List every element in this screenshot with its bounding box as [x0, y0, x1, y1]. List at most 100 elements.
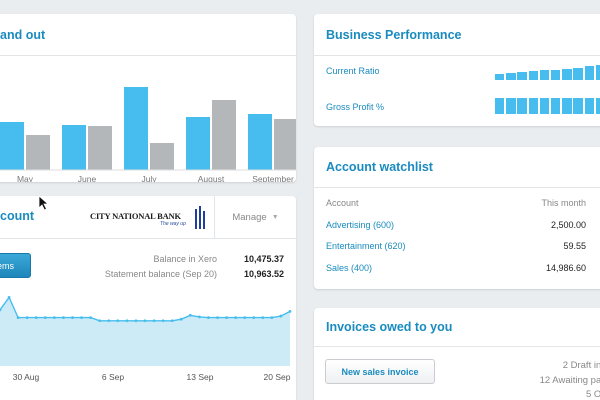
chart-bar: [88, 126, 112, 170]
watchlist-account-link[interactable]: Sales (400): [326, 263, 373, 273]
sparkbar-segment: [573, 98, 583, 114]
bank-logo-tagline: The way up: [160, 221, 186, 227]
chart-point: [34, 316, 38, 320]
chart-line: [0, 296, 291, 322]
money-in-out-card: and out May June July August September: [0, 14, 296, 182]
current-ratio-sparkbar: [495, 64, 600, 80]
invoices-card-title: Invoices owed to you: [326, 320, 453, 334]
invoice-summary-link[interactable]: 12 Awaiting pay: [539, 375, 600, 386]
chart-point: [16, 316, 20, 320]
bank-logo-name: CITY NATIONAL BANK: [90, 211, 181, 221]
chart-point: [252, 316, 256, 320]
chart-bar: [274, 119, 296, 170]
chart-bar: [186, 117, 210, 170]
chart-point: [188, 313, 192, 317]
x-tick-label: June: [78, 174, 97, 182]
invoices-card-divider: [314, 346, 600, 347]
chart-point: [197, 315, 201, 319]
bank-balance-area-chart: 30 Aug 6 Sep 13 Sep 20 Sep: [0, 295, 292, 382]
chart-point: [234, 316, 238, 320]
current-ratio-label[interactable]: Current Ratio: [326, 66, 380, 76]
reconcile-items-button[interactable]: ems: [0, 253, 31, 278]
watchlist-month-value: 14,986.60: [545, 263, 586, 273]
invoices-owed-card: Invoices owed to you New sales invoice 2…: [314, 308, 600, 400]
manage-separator: [214, 196, 215, 238]
chart-point: [116, 319, 120, 323]
chart-point: [0, 308, 2, 312]
balance-in-xero-label: Balance in Xero: [153, 254, 217, 264]
invoice-summary-link[interactable]: 5 Ov: [585, 389, 600, 400]
chart-point: [288, 310, 292, 313]
reconcile-button-label: ems: [0, 260, 14, 271]
chart-area-fill: [0, 297, 290, 366]
sparkbar-segment: [539, 70, 550, 80]
sparkbar-segment: [517, 72, 527, 80]
chart-point: [62, 316, 65, 320]
performance-card-divider: [314, 55, 600, 56]
watchlist-col-account: Account: [326, 198, 359, 208]
x-tick-label: September: [252, 174, 294, 182]
chart-point: [89, 316, 93, 320]
sparkbar-segment: [506, 72, 516, 80]
chart-point: [80, 316, 83, 320]
watchlist-account-link[interactable]: Entertainment (620): [326, 241, 406, 251]
statement-balance-label: Statement balance (Sep 20): [104, 269, 217, 279]
x-tick-label: August: [198, 174, 225, 182]
x-tick-label: May: [17, 174, 34, 182]
money-card-title: and out: [0, 28, 46, 42]
x-tick-label: 30 Aug: [13, 372, 40, 382]
x-tick-label: 20 Sep: [264, 372, 291, 382]
x-tick-label: 6 Sep: [102, 372, 124, 382]
chart-point: [216, 316, 219, 320]
sparkbar-segment: [495, 98, 505, 114]
bank-account-card: count CITY NATIONAL BANK The way up Mana…: [0, 196, 296, 400]
money-card-divider: [0, 55, 296, 56]
sparkbar-segment: [551, 69, 561, 80]
sparkbar-segment: [562, 98, 572, 114]
account-watchlist-card: Account watchlist Account This month Adv…: [314, 147, 600, 289]
invoice-summary-link[interactable]: 2 Draft inv: [562, 360, 600, 371]
sparkbar-segment: [506, 98, 516, 114]
chart-point: [261, 316, 265, 320]
manage-label: Manage: [232, 211, 267, 223]
chart-point: [125, 319, 129, 323]
sparkbar-segment: [517, 98, 527, 114]
business-performance-card: Business Performance Current Ratio Gross…: [314, 14, 600, 126]
new-sales-invoice-button[interactable]: New sales invoice: [325, 359, 435, 384]
watchlist-month-value: 2,500.00: [550, 220, 586, 230]
new-sales-invoice-label: New sales invoice: [341, 366, 419, 377]
watchlist-card-divider: [314, 187, 600, 188]
chart-point: [170, 319, 174, 323]
watchlist-account-link[interactable]: Advertising (600): [326, 220, 395, 230]
chart-point: [25, 316, 29, 320]
x-tick-label: July: [141, 174, 157, 182]
chart-point: [179, 317, 183, 321]
chart-point: [98, 319, 102, 323]
manage-dropdown[interactable]: Manage ▼: [215, 196, 296, 238]
chart-point: [134, 319, 138, 323]
chart-bar: [150, 143, 174, 170]
chart-bar: [62, 125, 86, 170]
sparkbar-segment: [573, 67, 583, 80]
chart-point: [71, 316, 74, 320]
chart-point: [7, 295, 11, 299]
balance-in-xero-value: 10,475.37: [243, 254, 284, 264]
chart-bar: [26, 135, 50, 170]
chart-point: [52, 316, 56, 320]
money-bar-chart: May June July August September: [0, 87, 296, 182]
mouse-cursor-icon: [38, 195, 50, 211]
performance-card-title: Business Performance: [326, 28, 462, 42]
statement-balance-value: 10,963.52: [243, 269, 284, 279]
sparkbar-segment: [528, 71, 538, 80]
chart-bar: [248, 114, 272, 170]
sparkbar-segment: [551, 98, 561, 114]
watchlist-col-month: This month: [541, 198, 586, 208]
chart-bar: [124, 87, 148, 170]
bank-logo-mark: [195, 206, 205, 229]
gross-profit-label[interactable]: Gross Profit %: [326, 102, 385, 112]
chart-point: [270, 316, 274, 320]
chart-point: [243, 316, 247, 320]
sparkbar-segment: [584, 98, 594, 114]
bank-logo: CITY NATIONAL BANK The way up: [90, 206, 208, 236]
chart-point: [161, 319, 165, 323]
